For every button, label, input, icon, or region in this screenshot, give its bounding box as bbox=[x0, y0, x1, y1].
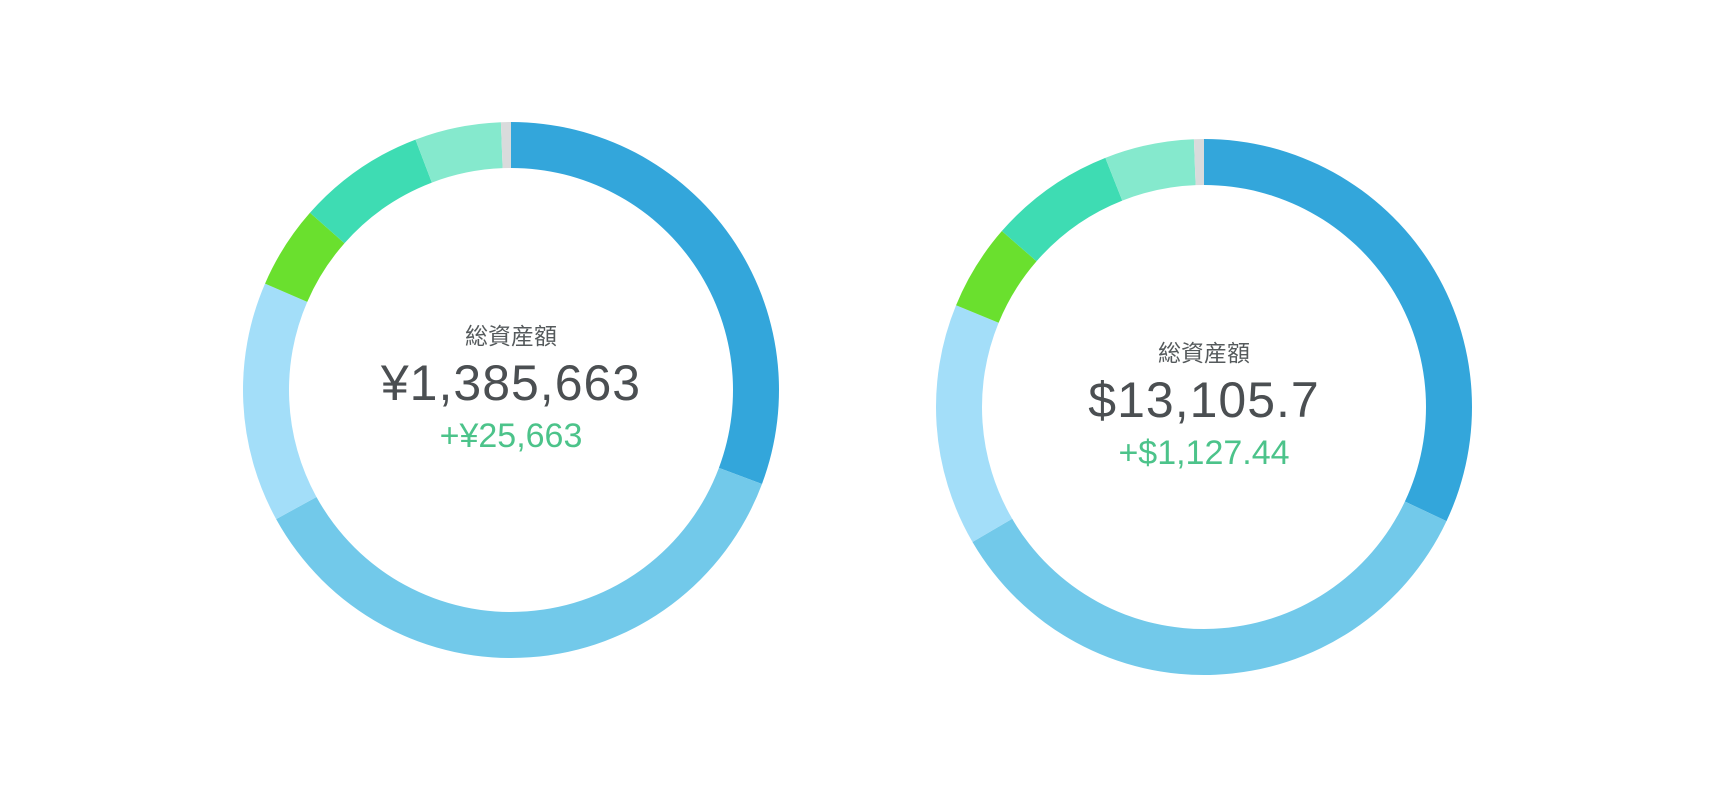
donut-chart-jpy: 総資産額 ¥1,385,663 +¥25,663 bbox=[241, 120, 781, 660]
donut-slice-3[interactable] bbox=[936, 305, 1013, 542]
donut-slice-1[interactable] bbox=[511, 122, 779, 484]
donut-slice-4[interactable] bbox=[956, 231, 1037, 323]
donut-slice-5[interactable] bbox=[1001, 157, 1123, 262]
donut-slice-1[interactable] bbox=[1204, 139, 1472, 522]
donut-slice-2[interactable] bbox=[972, 501, 1447, 675]
donut-slice-5[interactable] bbox=[309, 139, 432, 244]
donut-slice-2[interactable] bbox=[276, 467, 762, 658]
donut-chart-usd: 総資産額 $13,105.7 +$1,127.44 bbox=[934, 137, 1474, 677]
donut-slice-7[interactable] bbox=[1193, 139, 1204, 186]
donut-slice-6[interactable] bbox=[415, 122, 503, 183]
donut-slice-7[interactable] bbox=[500, 122, 511, 169]
donut-slice-4[interactable] bbox=[265, 212, 345, 302]
donut-ring-jpy bbox=[243, 122, 779, 658]
donut-ring-usd bbox=[936, 139, 1472, 675]
donut-slice-3[interactable] bbox=[243, 283, 317, 520]
donut-slice-6[interactable] bbox=[1105, 139, 1196, 201]
